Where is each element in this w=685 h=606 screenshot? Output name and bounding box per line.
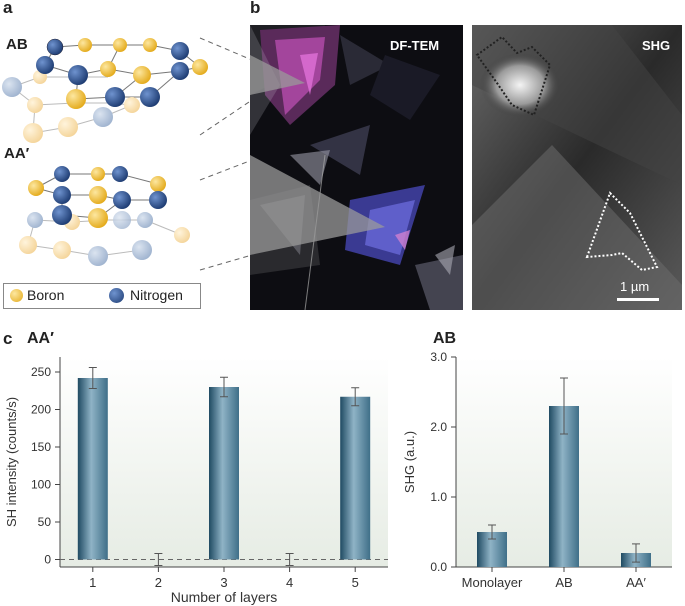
ab-shg-bar-chart: 0.0 1.0 2.0 3.0 Monolayer AB AA′ SHG (a.u.): [402, 350, 672, 590]
nitrogen-legend-icon: [109, 288, 124, 303]
panel-label-c: c: [3, 329, 13, 348]
y-tick-label: 100: [31, 478, 51, 492]
x-axis-label: Number of layers: [171, 589, 278, 605]
scale-bar: [617, 298, 659, 301]
y-axis-label: SH intensity (counts/s): [4, 397, 19, 527]
panel-label-a: a: [3, 0, 13, 17]
boron-legend-icon: [10, 289, 23, 302]
df-tem-label: DF-TEM: [390, 38, 440, 53]
y-tick-label: 150: [31, 440, 51, 454]
aa-prime-sh-bar-chart: 0 50 100 150 200 250 1 2 3 4 5 Number of layers SH i…: [4, 357, 388, 605]
df-tem-image: [250, 25, 463, 310]
y-tick-label: 2.0: [430, 420, 447, 434]
y-tick-label: 0: [44, 553, 51, 567]
ab-stack-diagram: [2, 38, 208, 143]
magnification-wedges: [250, 55, 385, 255]
aa-prime-stack-diagram: [19, 166, 190, 266]
df-tem-micrograph: [250, 25, 463, 310]
panel-connector-lines: [199, 37, 253, 271]
bar: [340, 396, 371, 560]
y-tick-label: 1.0: [430, 490, 447, 504]
boron-legend-label: Boron: [27, 287, 65, 303]
y-tick-label: 3.0: [430, 350, 447, 364]
y-tick-label: 0.0: [430, 560, 447, 574]
panel-label-b: b: [250, 0, 261, 17]
shg-label: SHG: [642, 38, 671, 53]
bar: [209, 387, 239, 560]
shg-image: [472, 25, 682, 310]
atom-legend: Boron Nitrogen: [3, 283, 201, 309]
chart2-title: AB: [433, 330, 457, 347]
x-tick-label: AA′: [626, 575, 646, 590]
x-tick-label: 5: [352, 575, 359, 590]
x-tick-label: 4: [286, 575, 293, 590]
y-tick-label: 250: [31, 365, 51, 379]
x-tick-label: 2: [155, 575, 162, 590]
y-axis-label: SHG (a.u.): [402, 431, 417, 493]
x-tick-label: 1: [89, 575, 96, 590]
stack-label-aa-prime: AA′: [4, 145, 30, 162]
scale-bar-label: 1 µm: [620, 279, 650, 294]
shg-map: [472, 25, 682, 310]
x-tick-label: Monolayer: [462, 575, 523, 590]
nitrogen-legend-label: Nitrogen: [130, 287, 183, 303]
bar: [77, 378, 108, 560]
y-tick-label: 50: [38, 515, 52, 529]
stack-label-ab: AB: [6, 36, 28, 53]
x-tick-label: AB: [555, 575, 572, 590]
y-tick-label: 200: [31, 403, 51, 417]
x-tick-label: 3: [220, 575, 227, 590]
chart1-title: AA′: [27, 330, 54, 347]
